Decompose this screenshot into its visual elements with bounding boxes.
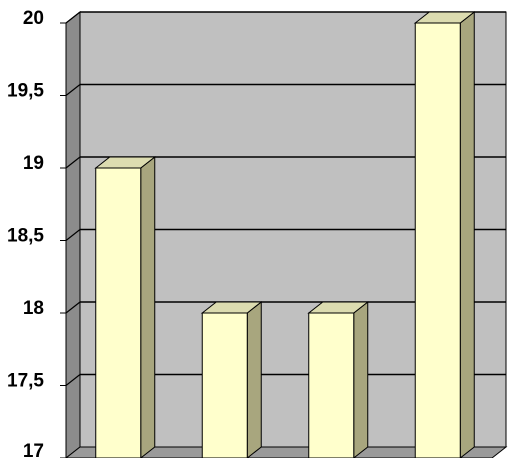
y-tick-label: 19,5: [7, 81, 44, 102]
bar: [200, 300, 263, 458]
gridline-side: [65, 374, 81, 386]
y-tick-label: 18,5: [7, 226, 44, 247]
gridline-side: [65, 11, 81, 24]
bar: [94, 155, 157, 458]
gridline-side: [65, 156, 81, 169]
bar: [413, 10, 476, 458]
y-axis: 17 17,5 18 18,5 19 19,5 20: [7, 8, 67, 458]
floor: [65, 446, 508, 458]
bar: [307, 300, 370, 458]
bars: [94, 10, 476, 458]
y-tick-label: 19: [23, 153, 44, 174]
bar-front: [95, 167, 142, 458]
gridline-side: [65, 301, 81, 314]
y-tick-label: 17,5: [7, 371, 44, 392]
bar-side: [246, 300, 262, 458]
bar-side: [459, 10, 475, 458]
y-tick-label: 18: [23, 298, 44, 319]
y-tick-label: 17: [23, 441, 44, 458]
bar-front: [201, 312, 248, 458]
bar-front: [308, 312, 355, 458]
bar-side: [140, 155, 156, 458]
gridline-side: [65, 229, 81, 241]
gridline-side: [65, 84, 81, 96]
bar-side: [353, 300, 369, 458]
bar-front: [414, 22, 461, 458]
y-tick-label: 20: [23, 8, 44, 29]
